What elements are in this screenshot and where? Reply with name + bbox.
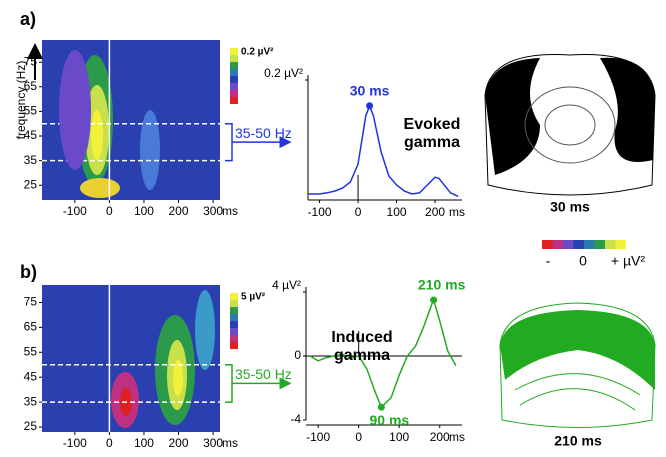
tf-blob [140, 110, 160, 190]
legend-minus: - [546, 253, 551, 269]
band-bracket [225, 363, 233, 403]
x-tick-label: 0 [355, 430, 362, 444]
annotation: Induced [331, 329, 392, 346]
x-tick-label: 0 [106, 204, 113, 218]
y-tick-label: 25 [24, 419, 38, 433]
colorbar-cell [230, 76, 238, 83]
y-tick-label: 45 [24, 128, 38, 142]
x-unit: ms [222, 204, 238, 218]
peak-label: 210 ms [418, 277, 466, 293]
y-axis-label: frequency (Hz) [14, 61, 28, 140]
colorbar-cell [230, 55, 238, 62]
x-tick-label: 200 [169, 436, 189, 450]
y-tick-label: 45 [24, 369, 38, 383]
colorbar-cell [230, 342, 238, 349]
x-tick-label: -100 [308, 205, 332, 219]
y-tick-label: 0 [294, 348, 301, 362]
legend-cell [573, 240, 584, 249]
x-tick-label: 100 [134, 436, 154, 450]
legend-cell [552, 240, 563, 249]
x-tick-label: 100 [134, 204, 154, 218]
x-tick-label: -100 [63, 436, 87, 450]
x-tick-label: 0 [355, 205, 362, 219]
x-unit: ms [449, 205, 465, 219]
x-tick-label: -100 [306, 430, 330, 444]
legend-cell [584, 240, 595, 249]
legend-cell [615, 240, 626, 249]
y-tick-label: -4 [290, 412, 301, 426]
annotation: gamma [404, 134, 460, 151]
colorbar-cell [230, 90, 238, 97]
x-tick-label: 100 [387, 205, 407, 219]
tf-blob [80, 178, 120, 198]
band-label: 35-50 Hz [235, 125, 292, 141]
tf-blob [91, 110, 103, 160]
x-tick-label: 0 [106, 436, 113, 450]
x-tick-label: 300 [203, 436, 223, 450]
colorbar-cell [230, 97, 238, 104]
x-tick-label: 300 [203, 204, 223, 218]
colorbar-label: 0.2 µV² [241, 47, 274, 58]
y-tick-label: 55 [24, 344, 38, 358]
colorbar-cell [230, 48, 238, 55]
tf-blob [195, 290, 215, 370]
annotation: Evoked [404, 116, 461, 133]
peak-point [366, 102, 374, 110]
legend-cell [594, 240, 605, 249]
peak-point [430, 296, 438, 304]
colorbar-cell [230, 321, 238, 328]
colorbar-cell [230, 83, 238, 90]
data-line [308, 103, 459, 198]
topo-b [499, 302, 656, 428]
y-tick-label: 35 [24, 153, 38, 167]
y-tick-label: 35 [24, 394, 38, 408]
colorbar-cell [230, 69, 238, 76]
topo-a [484, 54, 656, 196]
y-tick-label: 25 [24, 177, 38, 191]
y-tick-label: 65 [24, 320, 38, 334]
peak-label: 90 ms [370, 412, 410, 428]
colorbar-cell [230, 314, 238, 321]
legend-zero: 0 [579, 253, 587, 269]
panel-label: a) [20, 9, 36, 29]
x-unit: ms [222, 436, 238, 450]
x-tick-label: 100 [389, 430, 409, 444]
legend-cell [563, 240, 574, 249]
peak-point [377, 403, 385, 411]
y-tick-label: 4 µV² [272, 278, 301, 292]
legend-cell [542, 240, 553, 249]
topo-label: 210 ms [554, 433, 602, 449]
band-label: 35-50 Hz [235, 366, 292, 382]
colorbar-label: 5 µV² [241, 292, 266, 303]
y-tick-label: 0.2 µV² [264, 66, 303, 80]
tf-blob [173, 360, 183, 396]
y-tick-label: 65 [24, 79, 38, 93]
colorbar-cell [230, 300, 238, 307]
colorbar-cell [230, 335, 238, 342]
legend-plus: + µV² [611, 253, 645, 269]
colorbar-cell [230, 62, 238, 69]
band-bracket [225, 122, 233, 162]
annotation: gamma [334, 347, 390, 364]
colorbar-cell [230, 307, 238, 314]
y-tick-label: 55 [24, 104, 38, 118]
colorbar-cell [230, 328, 238, 335]
x-tick-label: 200 [169, 204, 189, 218]
colorbar-cell [230, 293, 238, 300]
x-unit: ms [449, 430, 465, 444]
peak-label: 30 ms [350, 83, 390, 99]
panel-label: b) [20, 262, 37, 282]
tf-blob [59, 50, 91, 170]
y-tick-label: 75 [24, 295, 38, 309]
x-tick-label: 200 [425, 205, 445, 219]
topo-label: 30 ms [550, 199, 590, 215]
legend-cell [605, 240, 616, 249]
x-tick-label: -100 [63, 204, 87, 218]
x-tick-label: 200 [430, 430, 450, 444]
